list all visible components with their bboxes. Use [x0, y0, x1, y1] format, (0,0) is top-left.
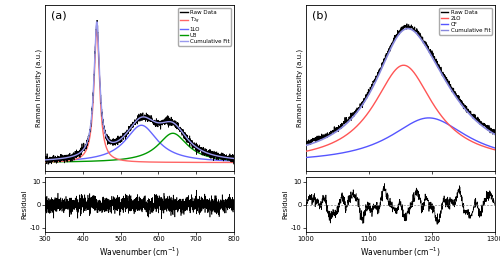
X-axis label: Wavenumber (cm$^{-1}$): Wavenumber (cm$^{-1}$): [99, 245, 180, 259]
Y-axis label: Residual: Residual: [282, 190, 288, 219]
X-axis label: Wavenumber (cm$^{-1}$): Wavenumber (cm$^{-1}$): [360, 245, 441, 259]
Y-axis label: Residual: Residual: [22, 190, 28, 219]
Text: (a): (a): [50, 10, 66, 20]
Text: (b): (b): [312, 10, 328, 20]
Legend: Raw Data, 2LO, CF, Cumulative Fit: Raw Data, 2LO, CF, Cumulative Fit: [438, 8, 492, 35]
Legend: Raw Data, T$_{2g}$, 1LO, U3, Cumulative Fit: Raw Data, T$_{2g}$, 1LO, U3, Cumulative …: [178, 8, 232, 46]
Y-axis label: Raman Intensity (a.u.): Raman Intensity (a.u.): [36, 49, 42, 127]
Y-axis label: Raman Intensity (a.u.): Raman Intensity (a.u.): [296, 49, 303, 127]
